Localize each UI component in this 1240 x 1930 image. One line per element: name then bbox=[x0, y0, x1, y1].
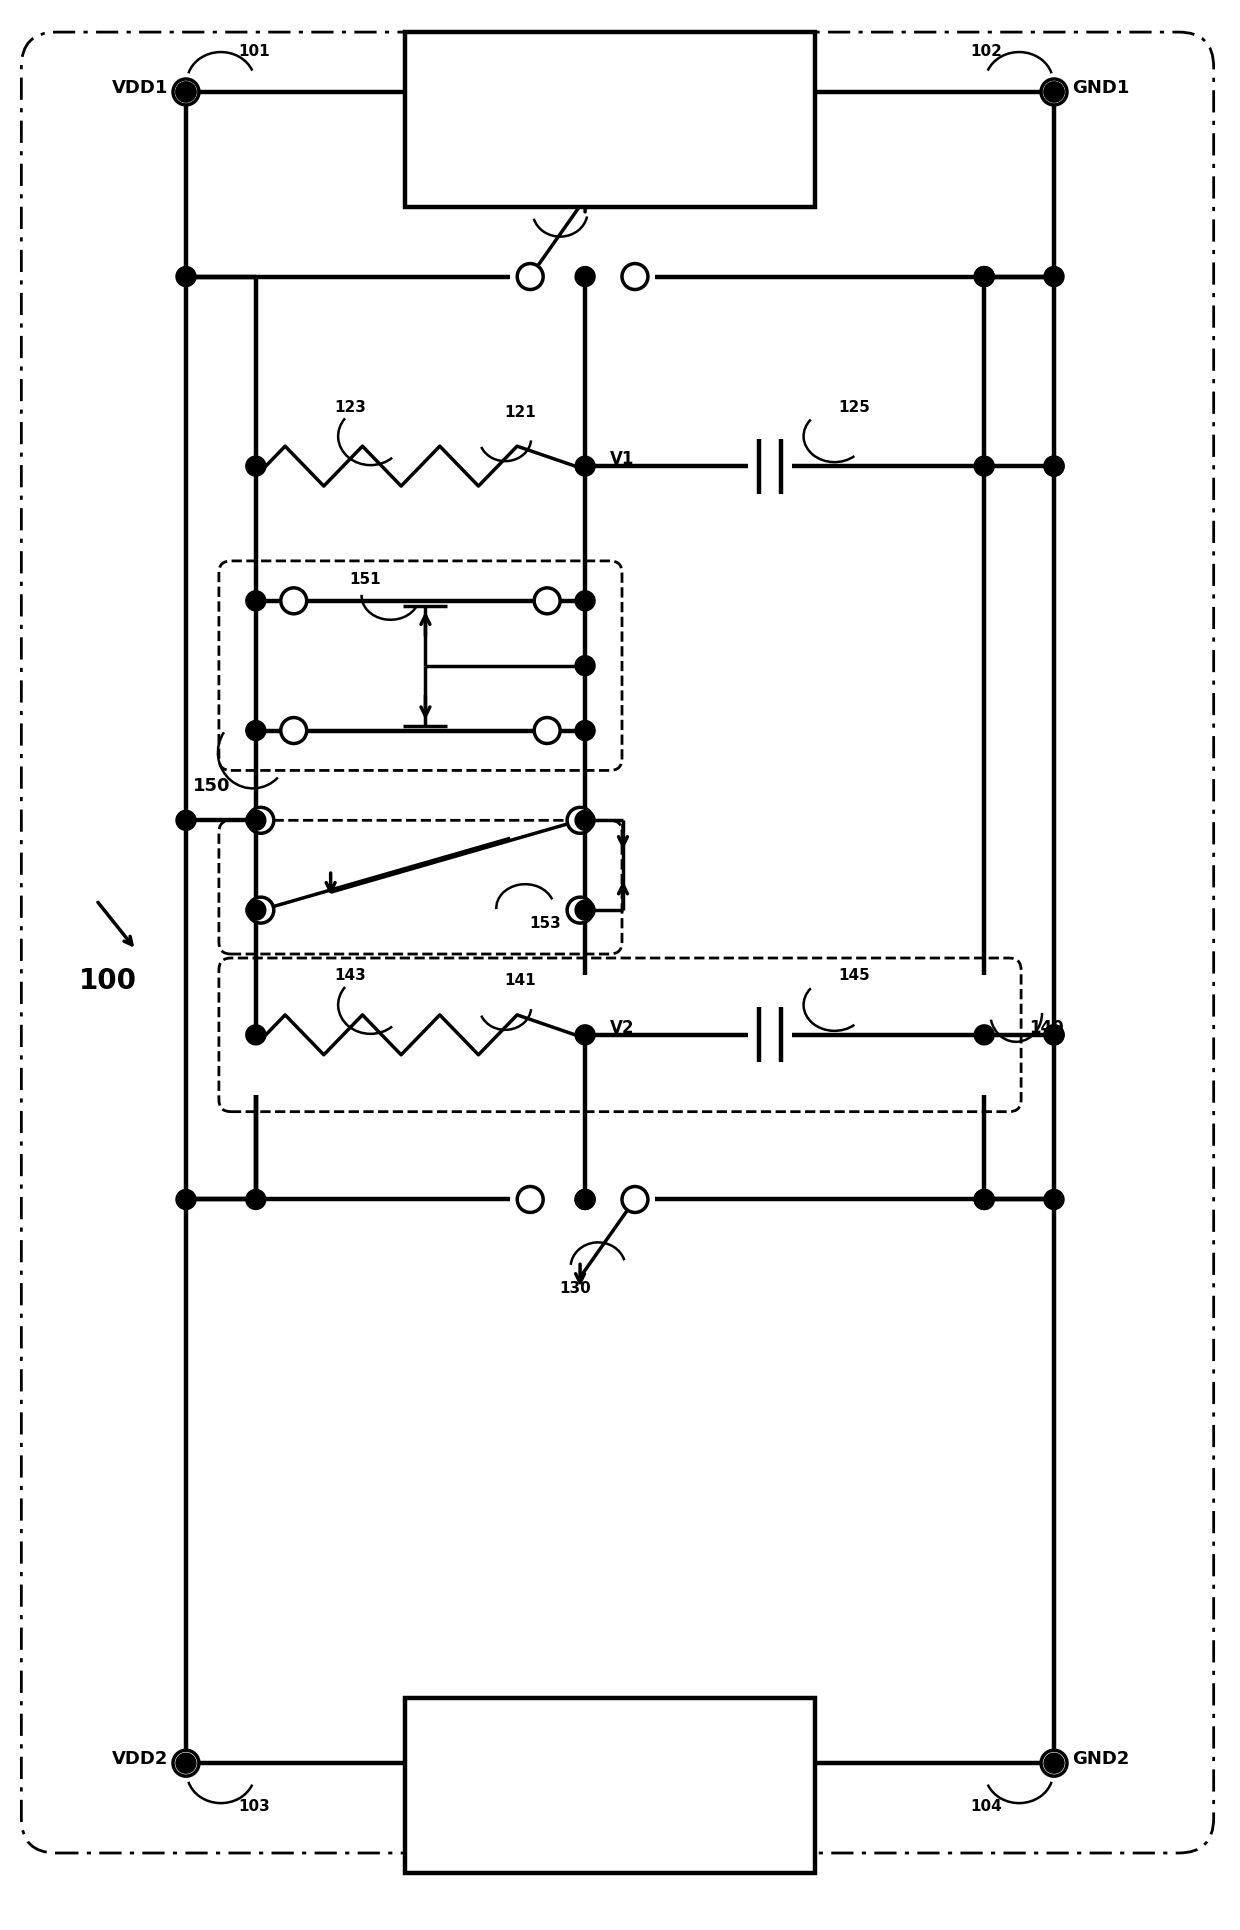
Text: VDD2: VDD2 bbox=[112, 1749, 167, 1768]
FancyBboxPatch shape bbox=[405, 1698, 815, 1872]
Circle shape bbox=[534, 718, 560, 745]
Circle shape bbox=[567, 809, 593, 834]
Circle shape bbox=[575, 811, 595, 832]
Circle shape bbox=[176, 268, 196, 288]
Text: GND2: GND2 bbox=[1073, 1749, 1130, 1768]
Text: 121: 121 bbox=[505, 405, 536, 419]
Circle shape bbox=[1042, 79, 1066, 106]
Circle shape bbox=[975, 1191, 994, 1210]
Circle shape bbox=[246, 591, 265, 612]
Text: 105: 105 bbox=[590, 160, 630, 179]
FancyBboxPatch shape bbox=[405, 33, 815, 208]
Circle shape bbox=[246, 901, 265, 921]
Circle shape bbox=[246, 722, 265, 741]
Circle shape bbox=[246, 457, 265, 477]
Text: 145: 145 bbox=[838, 969, 870, 982]
Text: V2: V2 bbox=[610, 1019, 635, 1036]
Text: VDD1: VDD1 bbox=[112, 79, 167, 97]
Circle shape bbox=[517, 1187, 543, 1212]
Circle shape bbox=[248, 809, 274, 834]
Circle shape bbox=[567, 897, 593, 924]
Circle shape bbox=[1044, 268, 1064, 288]
Text: 103: 103 bbox=[238, 1797, 269, 1812]
Circle shape bbox=[1044, 457, 1064, 477]
Circle shape bbox=[575, 457, 595, 477]
Text: 106: 106 bbox=[590, 1826, 630, 1843]
Circle shape bbox=[1044, 83, 1064, 102]
Circle shape bbox=[622, 264, 649, 290]
Text: V1: V1 bbox=[610, 450, 635, 467]
Circle shape bbox=[575, 1191, 595, 1210]
Circle shape bbox=[1044, 1191, 1064, 1210]
Text: 104: 104 bbox=[971, 1797, 1002, 1812]
Circle shape bbox=[575, 656, 595, 676]
Text: 110: 110 bbox=[614, 181, 646, 197]
Circle shape bbox=[1044, 83, 1064, 102]
Circle shape bbox=[1042, 1751, 1066, 1776]
Text: 第一电路: 第一电路 bbox=[582, 87, 639, 112]
Circle shape bbox=[622, 1187, 649, 1212]
Circle shape bbox=[1044, 457, 1064, 477]
Circle shape bbox=[246, 1025, 265, 1046]
Circle shape bbox=[975, 1025, 994, 1046]
Circle shape bbox=[975, 1191, 994, 1210]
Circle shape bbox=[1044, 1025, 1064, 1046]
Text: 102: 102 bbox=[970, 44, 1002, 58]
Circle shape bbox=[575, 268, 595, 288]
Circle shape bbox=[174, 79, 198, 106]
Circle shape bbox=[176, 83, 196, 102]
Circle shape bbox=[517, 264, 543, 290]
Circle shape bbox=[534, 589, 560, 614]
Text: GND1: GND1 bbox=[1073, 79, 1130, 97]
Text: 141: 141 bbox=[505, 973, 536, 988]
Circle shape bbox=[174, 1751, 198, 1776]
Text: 143: 143 bbox=[335, 969, 367, 982]
Text: 130: 130 bbox=[559, 1280, 591, 1295]
Text: 123: 123 bbox=[335, 400, 367, 415]
Text: 125: 125 bbox=[838, 400, 870, 415]
Text: 153: 153 bbox=[529, 915, 560, 930]
Circle shape bbox=[176, 811, 196, 832]
Circle shape bbox=[280, 589, 306, 614]
Text: 140: 140 bbox=[1029, 1019, 1064, 1036]
Text: 101: 101 bbox=[238, 44, 269, 58]
Circle shape bbox=[176, 83, 196, 102]
Circle shape bbox=[1044, 1025, 1064, 1046]
Circle shape bbox=[975, 268, 994, 288]
Circle shape bbox=[975, 457, 994, 477]
Circle shape bbox=[575, 901, 595, 921]
Text: 100: 100 bbox=[79, 967, 138, 994]
Circle shape bbox=[176, 1191, 196, 1210]
Circle shape bbox=[246, 811, 265, 832]
Circle shape bbox=[246, 1191, 265, 1210]
Circle shape bbox=[575, 722, 595, 741]
Circle shape bbox=[1044, 1752, 1064, 1774]
Circle shape bbox=[575, 1025, 595, 1046]
Circle shape bbox=[280, 718, 306, 745]
Circle shape bbox=[575, 1191, 595, 1210]
Text: 第二电路: 第二电路 bbox=[582, 1752, 639, 1778]
Circle shape bbox=[176, 1752, 196, 1774]
Text: 151: 151 bbox=[350, 571, 382, 587]
Text: 150: 150 bbox=[193, 778, 231, 795]
Circle shape bbox=[575, 591, 595, 612]
Circle shape bbox=[248, 897, 274, 924]
Circle shape bbox=[975, 268, 994, 288]
